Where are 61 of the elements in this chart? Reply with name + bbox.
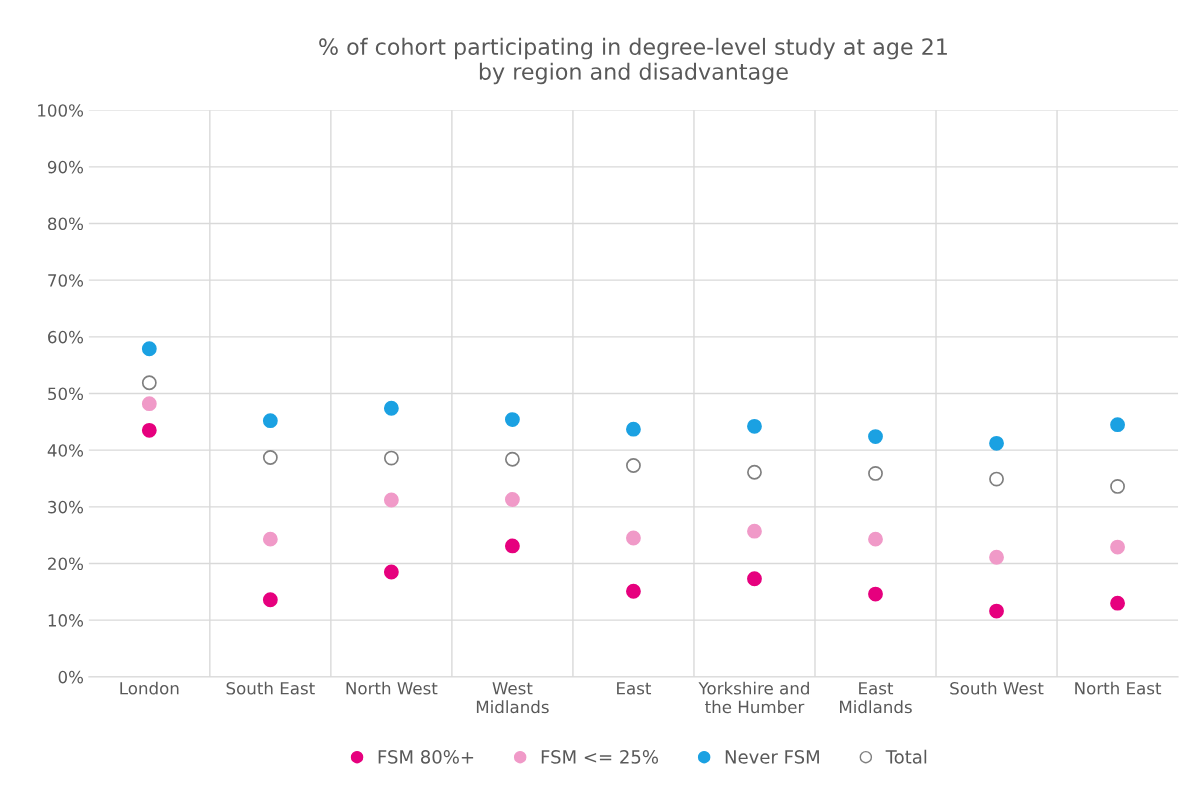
point [989, 435, 1004, 451]
point [262, 592, 278, 608]
point [989, 471, 1004, 487]
point [747, 571, 762, 587]
point [141, 396, 157, 412]
y-tick-label: 90% [47, 160, 84, 174]
legend-label: FSM <= 25% [541, 750, 659, 764]
legend-label: FSM 80%+ [378, 750, 474, 764]
x-tick-label: South West [950, 681, 1044, 695]
point [383, 564, 399, 580]
point [383, 492, 399, 508]
point [747, 418, 762, 434]
point [626, 458, 641, 473]
legend-label: Total [885, 749, 927, 764]
point [383, 400, 399, 416]
x-tick-label: London [120, 681, 179, 695]
point [868, 429, 883, 444]
x-tick-label: South East [226, 681, 315, 695]
point [141, 375, 157, 391]
point [504, 412, 520, 427]
point [1110, 595, 1125, 611]
point [141, 341, 157, 357]
y-tick-label: 60% [48, 330, 84, 344]
x-tick-label: North East [1075, 681, 1162, 695]
point [141, 422, 157, 438]
y-tick-label: 80% [48, 217, 84, 231]
point [747, 464, 762, 480]
y-tick-label: 10% [48, 614, 84, 627]
point [262, 450, 278, 465]
point [989, 549, 1004, 565]
y-tick-label: 70% [48, 274, 84, 287]
point [504, 451, 520, 467]
y-tick-label: 50% [48, 387, 84, 401]
point [747, 523, 762, 539]
point [262, 531, 278, 547]
point [868, 531, 883, 547]
point [504, 492, 520, 507]
point [626, 530, 641, 546]
point [262, 413, 278, 429]
point [989, 603, 1004, 619]
point [1110, 479, 1125, 494]
point [1110, 417, 1125, 433]
point [383, 450, 399, 466]
y-tick-label: 20% [48, 557, 84, 571]
point [504, 538, 520, 554]
point [1110, 539, 1125, 555]
x-tick-label: East [617, 682, 652, 695]
point [626, 421, 641, 437]
point [868, 465, 883, 481]
point [868, 586, 883, 602]
y-tick-label: 0% [58, 670, 84, 684]
y-tick-label: 30% [48, 500, 84, 514]
y-tick-label: 40% [47, 444, 84, 457]
x-tick-label: North West [346, 681, 438, 695]
point [626, 583, 641, 599]
chart-title: % of cohort participating in degree-level study at age 21 by region and disadvantage [319, 37, 947, 85]
x-tick-label: West Midlands [476, 682, 549, 714]
legend-label: Never FSM [725, 750, 819, 764]
x-tick-label: East Midlands [840, 682, 912, 714]
x-tick-label: Yorkshire and the Humber [698, 681, 809, 714]
y-tick-label: 100% [38, 104, 84, 117]
